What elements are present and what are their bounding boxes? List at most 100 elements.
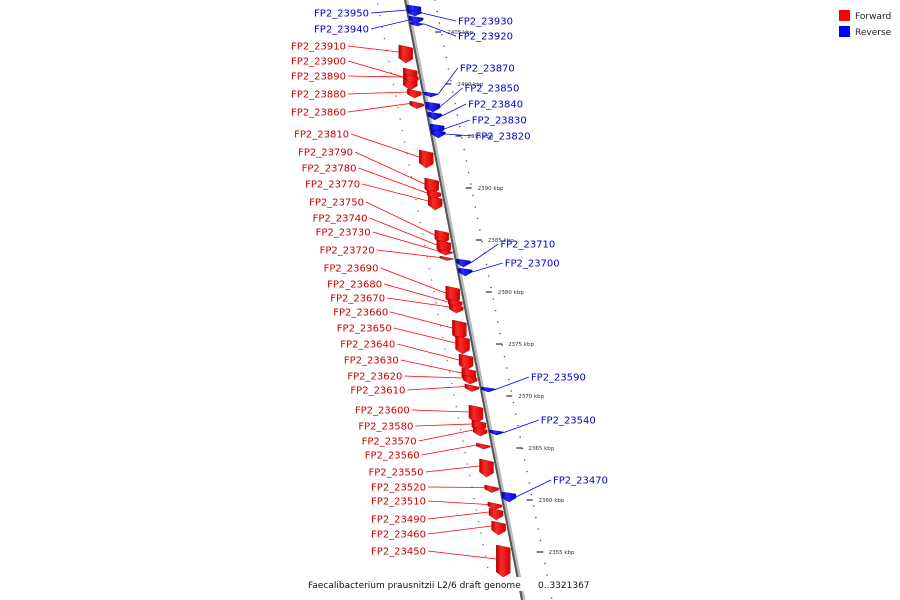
- forward-label-leader: [427, 525, 492, 535]
- reverse-gene-label[interactable]: FP2_23920: [458, 32, 513, 43]
- forward-gene[interactable]: [455, 335, 470, 355]
- reverse-gene[interactable]: [489, 429, 505, 436]
- forward-gene-label[interactable]: FP2_23630: [344, 356, 399, 367]
- forward-gene[interactable]: [409, 100, 424, 109]
- forward-gene[interactable]: [438, 248, 453, 256]
- reverse-gene-label[interactable]: FP2_23540: [541, 416, 596, 427]
- forward-gene[interactable]: [398, 44, 413, 64]
- forward-gene-label[interactable]: FP2_23890: [291, 72, 346, 83]
- scale-dot: [496, 321, 499, 323]
- scale-dot: [399, 118, 401, 120]
- reverse-gene-label[interactable]: FP2_23820: [475, 132, 530, 143]
- forward-gene-label[interactable]: FP2_23880: [291, 90, 346, 101]
- forward-label-leader: [361, 183, 429, 202]
- forward-gene[interactable]: [449, 303, 464, 314]
- forward-gene-label[interactable]: FP2_23520: [371, 483, 426, 494]
- forward-gene[interactable]: [462, 374, 478, 385]
- reverse-gene-label[interactable]: FP2_23930: [458, 17, 513, 28]
- forward-gene-label[interactable]: FP2_23680: [327, 280, 382, 291]
- forward-gene[interactable]: [468, 404, 484, 424]
- scale-dot: [512, 401, 515, 404]
- forward-gene[interactable]: [439, 255, 454, 261]
- forward-gene-label[interactable]: FP2_23750: [309, 198, 364, 209]
- forward-gene-label[interactable]: FP2_23740: [313, 214, 368, 225]
- scale-dot: [388, 60, 390, 63]
- forward-gene[interactable]: [484, 484, 499, 493]
- reverse-gene[interactable]: [407, 9, 423, 17]
- forward-gene-label[interactable]: FP2_23620: [347, 372, 402, 383]
- forward-gene[interactable]: [479, 458, 494, 478]
- reverse-gene-label[interactable]: FP2_23870: [460, 64, 515, 75]
- reverse-gene-label[interactable]: FP2_23710: [500, 240, 555, 251]
- forward-gene[interactable]: [404, 73, 419, 84]
- forward-gene-label[interactable]: FP2_23510: [371, 497, 426, 508]
- reverse-gene[interactable]: [408, 15, 424, 25]
- forward-gene-label[interactable]: FP2_23780: [302, 164, 357, 175]
- reverse-label-leader: [370, 19, 410, 30]
- forward-gene-label[interactable]: FP2_23600: [355, 406, 410, 417]
- forward-gene[interactable]: [419, 149, 434, 169]
- scale-dot: [470, 183, 472, 185]
- forward-gene-label[interactable]: FP2_23650: [337, 324, 392, 335]
- forward-label-leader: [390, 311, 453, 329]
- reverse-gene-label[interactable]: FP2_23850: [464, 84, 519, 95]
- forward-gene-label[interactable]: FP2_23580: [358, 422, 413, 433]
- forward-gene-label[interactable]: FP2_23570: [362, 437, 417, 448]
- forward-gene[interactable]: [428, 195, 443, 211]
- forward-gene-label[interactable]: FP2_23460: [371, 530, 426, 541]
- scale-tick-label: 2375 kbp: [508, 342, 534, 348]
- forward-gene[interactable]: [488, 507, 504, 521]
- forward-gene-label[interactable]: FP2_23670: [330, 294, 385, 305]
- reverse-label-leader: [424, 23, 457, 37]
- forward-gene[interactable]: [473, 426, 488, 437]
- forward-gene-label[interactable]: FP2_23560: [365, 451, 420, 462]
- forward-label-leader: [365, 201, 436, 236]
- reverse-gene-label[interactable]: FP2_23590: [531, 373, 586, 384]
- forward-gene-label[interactable]: FP2_23790: [298, 148, 353, 159]
- scale-dot: [535, 516, 537, 519]
- forward-gene-label[interactable]: FP2_23610: [350, 386, 405, 397]
- reverse-gene-label[interactable]: FP2_23840: [468, 100, 523, 111]
- scale-dot: [415, 198, 417, 201]
- scale-dot: [480, 532, 482, 534]
- reverse-gene[interactable]: [425, 101, 441, 113]
- forward-gene-label[interactable]: FP2_23640: [340, 340, 395, 351]
- reverse-gene[interactable]: [501, 491, 517, 503]
- reverse-gene-label[interactable]: FP2_23830: [472, 116, 527, 127]
- reverse-label-leader: [370, 9, 407, 14]
- forward-gene[interactable]: [458, 353, 474, 371]
- forward-gene[interactable]: [476, 442, 491, 450]
- forward-gene[interactable]: [407, 88, 422, 99]
- reverse-gene-label[interactable]: FP2_23950: [314, 9, 369, 20]
- forward-gene-label[interactable]: FP2_23810: [294, 130, 349, 141]
- forward-gene-label[interactable]: FP2_23720: [320, 246, 375, 257]
- reverse-gene-label[interactable]: FP2_23940: [314, 25, 369, 36]
- forward-gene[interactable]: [487, 501, 503, 510]
- forward-gene-label[interactable]: FP2_23900: [291, 57, 346, 68]
- reverse-gene[interactable]: [456, 258, 471, 268]
- forward-gene-label[interactable]: FP2_23770: [305, 180, 360, 191]
- reverse-gene[interactable]: [427, 111, 443, 121]
- forward-gene-label[interactable]: FP2_23550: [368, 468, 423, 479]
- forward-gene-label[interactable]: FP2_23490: [371, 515, 426, 526]
- forward-gene-label[interactable]: FP2_23450: [371, 547, 426, 558]
- reverse-gene[interactable]: [410, 21, 425, 27]
- forward-gene-label[interactable]: FP2_23730: [316, 228, 371, 239]
- scale-dot: [501, 344, 504, 346]
- scale-dot: [461, 137, 463, 139]
- reverse-gene[interactable]: [481, 386, 496, 393]
- forward-gene-label[interactable]: FP2_23690: [324, 264, 379, 275]
- forward-gene-label[interactable]: FP2_23660: [333, 308, 388, 319]
- reverse-gene[interactable]: [458, 267, 473, 277]
- reverse-gene-label[interactable]: FP2_23470: [553, 476, 608, 487]
- reverse-gene[interactable]: [431, 129, 446, 139]
- forward-gene[interactable]: [496, 544, 511, 578]
- scale-dot: [436, 10, 439, 13]
- reverse-gene-label[interactable]: FP2_23700: [505, 259, 560, 270]
- forward-gene[interactable]: [464, 383, 480, 392]
- forward-gene[interactable]: [491, 520, 506, 536]
- forward-gene-label[interactable]: FP2_23910: [291, 42, 346, 53]
- forward-gene-label[interactable]: FP2_23860: [291, 108, 346, 119]
- forward-label-leader: [397, 343, 460, 361]
- reverse-gene[interactable]: [423, 91, 439, 98]
